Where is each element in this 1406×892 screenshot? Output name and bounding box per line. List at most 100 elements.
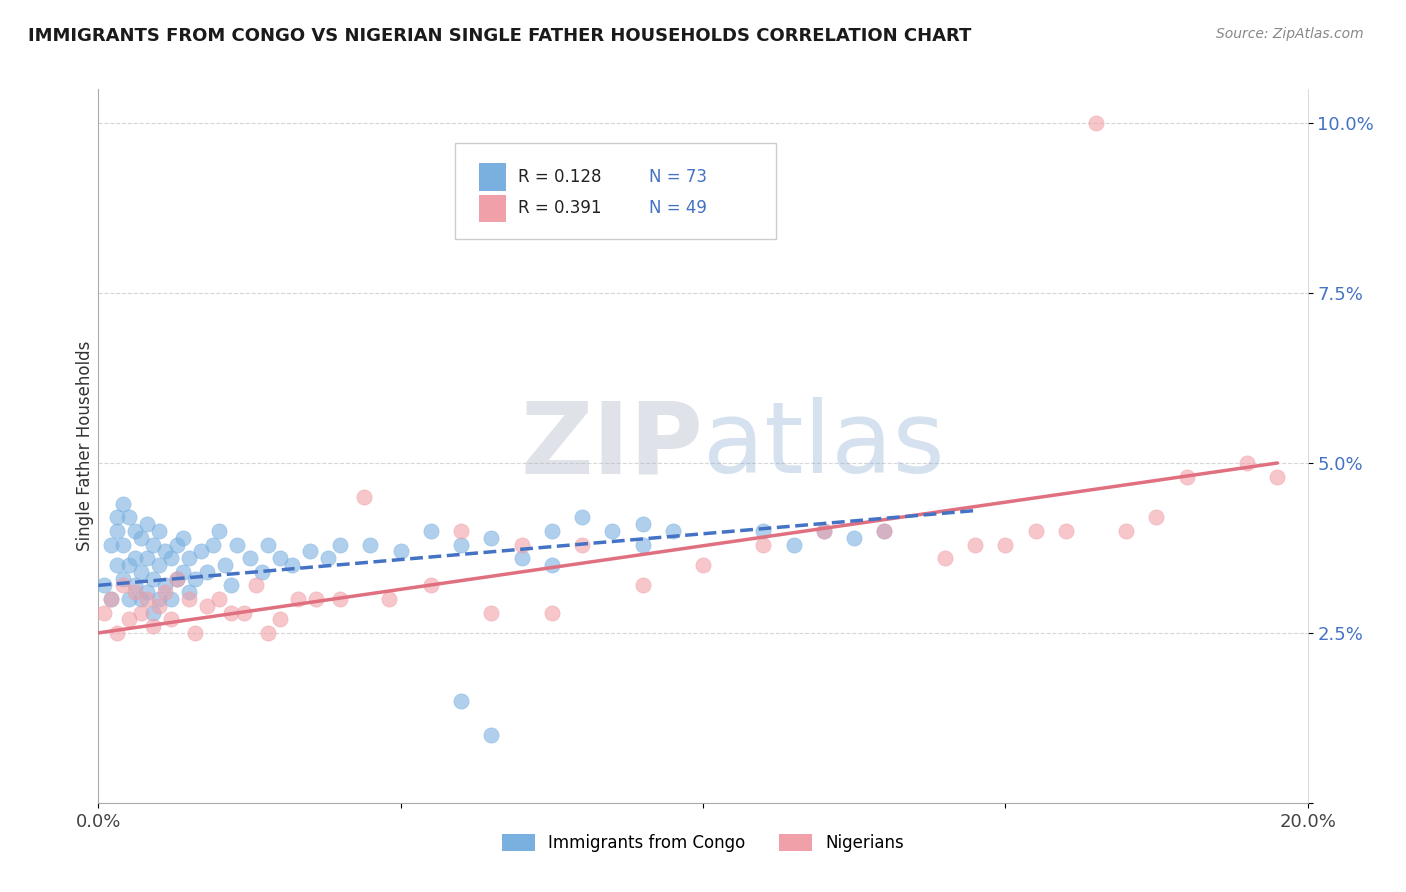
Point (752, 537, 775, 551)
Point (105, 510, 128, 524)
Point (420, 578, 443, 592)
Point (105, 626, 128, 640)
Point (305, 591, 328, 606)
Point (873, 524, 896, 538)
Point (353, 490, 375, 504)
Point (813, 524, 835, 538)
Point (510, 551, 533, 566)
Point (105, 524, 128, 538)
Point (100, 591, 122, 606)
Point (450, 524, 472, 538)
FancyBboxPatch shape (456, 143, 776, 239)
Point (316, 551, 339, 566)
Point (111, 572, 134, 586)
Point (873, 524, 896, 538)
Point (287, 591, 309, 606)
Point (129, 531, 152, 545)
Point (135, 551, 157, 566)
Point (1144, 510, 1167, 524)
Point (153, 585, 176, 599)
Point (602, 524, 624, 538)
Point (450, 537, 472, 551)
Point (160, 551, 183, 566)
Text: ZIP: ZIP (520, 398, 703, 494)
Point (813, 524, 835, 538)
Point (994, 537, 1017, 551)
Point (111, 537, 134, 551)
Point (148, 599, 170, 613)
Point (184, 626, 207, 640)
Legend: Immigrants from Congo, Nigerians: Immigrants from Congo, Nigerians (495, 827, 911, 859)
Point (195, 565, 218, 579)
Text: R = 0.391: R = 0.391 (517, 200, 602, 218)
Point (481, 728, 503, 742)
Y-axis label: Single Father Households: Single Father Households (76, 341, 94, 551)
Point (481, 531, 503, 545)
Point (129, 565, 152, 579)
Point (269, 612, 291, 626)
Point (118, 612, 141, 626)
Point (631, 517, 654, 532)
Point (142, 619, 165, 633)
Point (1085, 116, 1108, 130)
Point (571, 537, 593, 551)
Point (124, 585, 146, 599)
Point (160, 591, 183, 606)
Point (111, 578, 134, 592)
Point (124, 524, 146, 538)
Point (226, 537, 249, 551)
Point (256, 537, 278, 551)
Point (118, 591, 141, 606)
Point (118, 558, 141, 572)
Point (1115, 524, 1137, 538)
Point (135, 585, 157, 599)
Point (111, 497, 134, 511)
Point (631, 578, 654, 592)
Point (1267, 469, 1289, 483)
Point (124, 578, 146, 592)
Point (389, 544, 412, 558)
Point (329, 537, 352, 551)
Point (844, 531, 866, 545)
Point (166, 572, 188, 586)
Text: Source: ZipAtlas.com: Source: ZipAtlas.com (1216, 27, 1364, 41)
Text: N = 49: N = 49 (648, 200, 706, 218)
Point (118, 510, 141, 524)
Point (100, 537, 122, 551)
Point (1236, 456, 1258, 470)
Point (142, 606, 165, 620)
Point (142, 572, 165, 586)
Text: IMMIGRANTS FROM CONGO VS NIGERIAN SINGLE FATHER HOUSEHOLDS CORRELATION CHART: IMMIGRANTS FROM CONGO VS NIGERIAN SINGLE… (28, 27, 972, 45)
Point (190, 544, 212, 558)
Point (208, 524, 231, 538)
Point (129, 591, 152, 606)
Point (221, 578, 243, 592)
Point (540, 606, 562, 620)
Point (166, 537, 188, 551)
Point (172, 565, 194, 579)
Point (329, 591, 352, 606)
Text: R = 0.128: R = 0.128 (517, 168, 602, 186)
Point (195, 599, 218, 613)
Point (631, 537, 654, 551)
Point (420, 524, 443, 538)
Point (179, 585, 201, 599)
Point (1024, 524, 1046, 538)
Point (160, 612, 183, 626)
Point (692, 558, 714, 572)
Point (450, 694, 472, 708)
Point (148, 524, 170, 538)
Point (360, 537, 382, 551)
Point (965, 537, 987, 551)
Point (202, 537, 225, 551)
Bar (479, 163, 506, 191)
Point (148, 558, 170, 572)
Point (93, 606, 115, 620)
Point (299, 544, 322, 558)
Point (208, 591, 231, 606)
Point (1175, 469, 1198, 483)
Point (105, 558, 128, 572)
Point (93, 578, 115, 592)
Point (153, 578, 176, 592)
Bar (479, 194, 506, 222)
